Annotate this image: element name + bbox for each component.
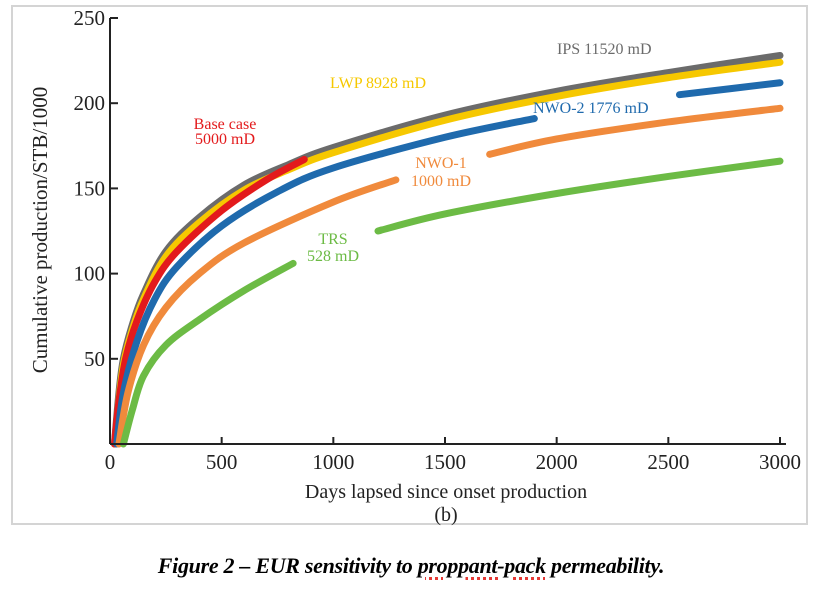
y-tick-label: 100 [74,262,106,286]
x-tick-label: 1500 [424,450,466,474]
label-base-line2: 5000 mD [195,131,255,148]
x-tick-label: 2000 [536,450,578,474]
label-trs-line1: TRS [318,231,347,248]
x-tick-label: 2500 [647,450,689,474]
series-line-trs-seg0 [119,259,297,448]
series-line-ips-seg0 [110,51,784,448]
label-trs-line2: 528 mD [307,248,359,265]
axes: 0 500 1000 1500 2000 2500 3000 50 100 150 200 250 [74,6,802,474]
x-tick-label: 1000 [312,450,354,474]
y-axis-label: Cumulative production/STB/1000 [28,87,52,373]
figure-frame [11,5,808,525]
series-line-nwo-1-seg1 [486,104,784,158]
y-tick-label: 250 [74,6,106,30]
label-nwo1-line2: 1000 mD [411,173,471,190]
y-tick-label: 200 [74,91,106,115]
caption-text-end: permeability. [545,553,665,578]
x-tick-label: 0 [105,450,116,474]
series-line-nwo-2-seg1 [676,79,784,99]
series-line-trs-seg1 [374,157,784,235]
series-line-nwo-2-seg0 [113,115,538,448]
series-layer [110,51,784,448]
label-nwo2: NWO-2 1776 mD [533,100,649,117]
chart-subtitle: (b) [434,504,457,526]
figure-caption: Figure 2 – EUR sensitivity to proppant-p… [0,553,822,579]
x-axis-label: Days lapsed since onset production [305,481,587,503]
label-lwp: LWP 8928 mD [330,75,426,92]
series-line-nwo-1-seg0 [115,176,400,448]
y-tick-label: 50 [84,347,105,371]
x-tick-label: 3000 [759,450,801,474]
series-line-base-seg0 [110,155,308,448]
label-nwo1-line1: NWO-1 [415,155,467,172]
x-tick-label: 500 [206,450,238,474]
y-tick-label: 150 [74,176,106,200]
caption-flagged-word: proppant-pack [417,553,546,578]
label-ips: IPS 11520 mD [557,41,652,58]
caption-text-start: Figure 2 – EUR sensitivity to [157,553,418,578]
label-base-line1: Base case [194,116,257,133]
